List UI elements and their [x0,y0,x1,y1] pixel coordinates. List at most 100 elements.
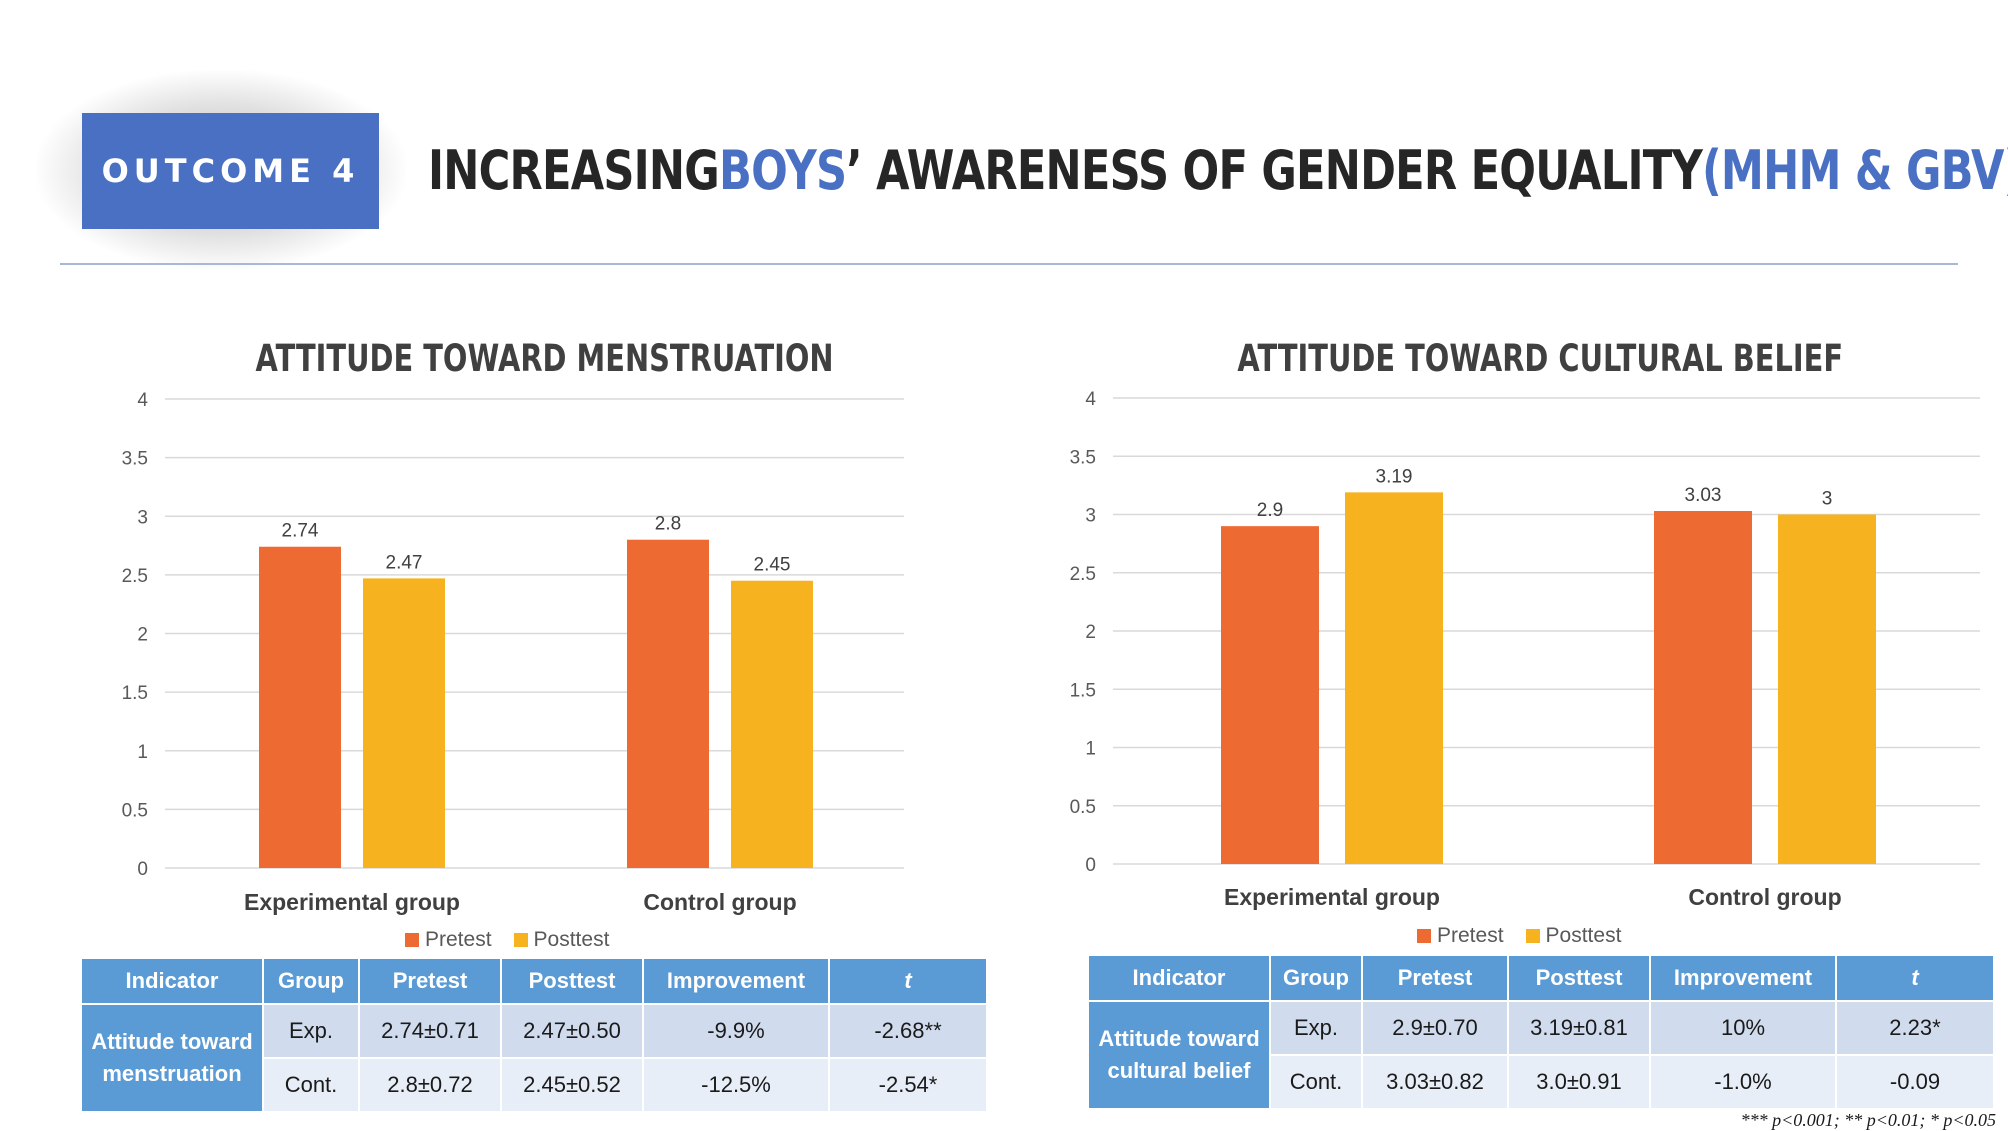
chart1-ytick-label: 4 [137,390,148,411]
table-header-row: Indicator Group Pretest Posttest Improve… [80,957,988,1005]
chart1-bar-posttest [731,580,813,868]
chart2-legend-posttest: Posttest [1525,924,1621,948]
table-row: Attitude toward cultural belief Exp. 2.9… [1087,1000,1995,1110]
chart2-bar-posttest [1778,514,1876,864]
indicator-line-1: Attitude toward [1098,1026,1260,1051]
col-header-indicator: Indicator [1087,954,1271,1002]
outcome-badge: OUTCOME 4 [82,113,379,229]
chart1-ytick-label: 1 [137,742,148,763]
chart2-title-text: ATTITUDE TOWARD CULTURAL BELIEF [1237,336,1843,380]
cell-pretest: 2.9±0.70 [1361,1000,1509,1056]
indicator-cell: Attitude toward menstruation [80,1003,264,1113]
col-header-posttest: Posttest [500,957,644,1005]
col-header-posttest: Posttest [1507,954,1651,1002]
table-row: Cont. 3.03±0.82 3.0±0.91 -1.0% -0.09 [1088,1054,1995,1110]
chart1-legend-posttest-label: Posttest [533,928,610,951]
chart1-bar-posttest [363,578,445,868]
chart1-legend-posttest: Posttest [513,928,610,952]
chart1-ytick-label: 3.5 [122,449,148,470]
chart2-bar-pretest [1654,511,1752,864]
chart1-bar-pretest [259,546,341,868]
chart1-ytick-label: 3 [137,507,148,528]
col-header-group: Group [262,957,360,1005]
title-part-2: BOYS [718,138,847,202]
indicator-line-1: Attitude toward [91,1029,253,1054]
cell-pretest: 3.03±0.82 [1361,1054,1509,1110]
chart2-ytick-label: 3 [1085,506,1096,527]
chart2-category-label: Experimental group [1224,884,1440,910]
cell-group: Exp. [1269,1000,1363,1056]
chart1-ytick-label: 0 [137,859,148,880]
chart1-title: ATTITUDE TOWARD MENSTRUATION [130,333,960,383]
col-header-indicator: Indicator [80,957,264,1005]
cell-t: 2.23* [1835,1000,1995,1056]
chart2-bar-posttest [1345,492,1443,864]
col-header-improvement: Improvement [1649,954,1837,1002]
col-header-pretest: Pretest [1361,954,1509,1002]
chart2-category-label: Control group [1688,884,1841,910]
cell-pretest: 2.8±0.72 [358,1057,502,1113]
chart1-title-text: ATTITUDE TOWARD MENSTRUATION [255,336,835,380]
chart2-ytick-label: 0.5 [1070,797,1096,818]
cell-improvement: -1.0% [1649,1054,1837,1110]
chart2-ytick-label: 1.5 [1070,680,1096,701]
cell-posttest: 2.45±0.52 [500,1057,644,1113]
stats-table-menstruation: Indicator Group Pretest Posttest Improve… [80,957,988,1113]
col-header-group: Group [1269,954,1363,1002]
chart2-data-label: 3 [1822,489,1833,510]
stats-table-cultural-belief: Indicator Group Pretest Posttest Improve… [1087,954,1995,1110]
table-row: Cont. 2.8±0.72 2.45±0.52 -12.5% -2.54* [81,1057,988,1113]
chart2-data-label: 2.9 [1257,500,1283,521]
chart1-data-label: 2.47 [386,552,423,573]
chart1-ytick-label: 2.5 [122,566,148,587]
chart2-legend-pretest: Pretest [1417,924,1504,948]
chart1-legend-pretest-swatch [405,933,419,947]
title-part-4: (MHM & GBV) [1701,138,2008,202]
indicator-cell: Attitude toward cultural belief [1087,1000,1271,1110]
chart1-ytick-label: 2 [137,625,148,646]
chart2-bar-pretest [1221,526,1319,864]
table-row: Attitude toward menstruation Exp. 2.74±0… [80,1003,988,1113]
chart2-legend-posttest-swatch [1525,929,1540,943]
cell-posttest: 3.0±0.91 [1507,1054,1651,1110]
chart1-category-label: Control group [643,889,796,915]
significance-footnote: *** p<0.001; ** p<0.01; * p<0.05 [1740,1110,1996,1130]
chart1-legend-posttest-swatch [513,933,528,947]
cell-t: -2.68** [828,1003,988,1059]
cell-posttest: 3.19±0.81 [1507,1000,1651,1056]
chart2-data-label: 3.03 [1685,485,1722,506]
cell-posttest: 2.47±0.50 [500,1003,644,1059]
chart2-ytick-label: 4 [1085,389,1096,410]
chart2-ytick-label: 0 [1085,855,1096,876]
chart1-legend: Pretest Posttest [405,925,609,955]
chart1-category-label: Experimental group [244,889,460,915]
col-header-t: t [1835,954,1995,1002]
title-part-1: INCREASING [428,138,720,202]
title-part-3: ’ AWARENESS OF GENDER EQUALITY [846,138,1702,202]
cell-improvement: -9.9% [642,1003,830,1059]
col-header-improvement: Improvement [642,957,830,1005]
chart1-data-label: 2.74 [282,521,319,542]
indicator-line-2: cultural belief [1107,1058,1251,1083]
chart1-ytick-label: 0.5 [122,800,148,821]
chart2-legend-pretest-swatch [1417,929,1431,943]
cell-improvement: -12.5% [642,1057,830,1113]
col-header-t: t [828,957,988,1005]
chart2-ytick-label: 2 [1085,622,1096,643]
chart2-title: ATTITUDE TOWARD CULTURAL BELIEF [1100,333,1980,383]
cell-t: -0.09 [1835,1054,1995,1110]
cell-pretest: 2.74±0.71 [358,1003,502,1059]
cell-improvement: 10% [1649,1000,1837,1056]
chart2-ytick-label: 3.5 [1070,447,1096,468]
col-header-pretest: Pretest [358,957,502,1005]
cell-t: -2.54* [828,1057,988,1113]
cell-group: Cont. [262,1057,360,1113]
chart2-data-label: 3.19 [1376,466,1413,487]
chart1-data-label: 2.45 [754,555,791,576]
chart2-legend-pretest-label: Pretest [1437,924,1504,947]
table-header-row: Indicator Group Pretest Posttest Improve… [1087,954,1995,1002]
cell-group: Cont. [1269,1054,1363,1110]
chart2-ytick-label: 2.5 [1070,564,1096,585]
indicator-line-2: menstruation [102,1061,242,1086]
